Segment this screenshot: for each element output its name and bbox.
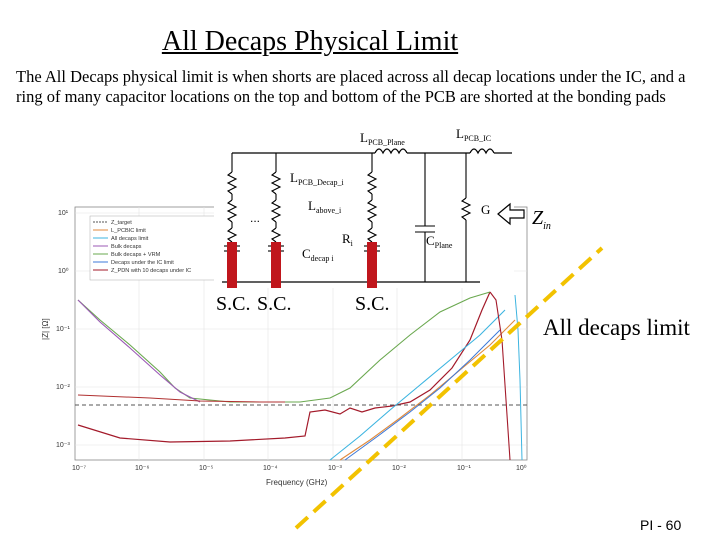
slide-title: All Decaps Physical Limit	[161, 26, 459, 57]
svg-text:10⁻¹: 10⁻¹	[56, 326, 70, 333]
y-tick-labels: 10¹ 10⁰ 10⁻¹ 10⁻² 10⁻³	[56, 210, 70, 449]
legend-item: Bulk decaps + VRM	[111, 252, 161, 258]
ellipsis: ...	[250, 211, 260, 225]
bulk-curve	[77, 291, 491, 403]
svg-text:LPCB_IC: LPCB_IC	[456, 126, 491, 143]
svg-text:Labove_i: Labove_i	[308, 198, 342, 215]
legend-item: Decaps under the IC limit	[111, 260, 174, 266]
svg-text:10⁻¹: 10⁻¹	[457, 465, 471, 472]
svg-text:10⁻⁷: 10⁻⁷	[72, 465, 86, 472]
short-circuit-bars	[227, 242, 377, 288]
legend-item: Bulk decaps	[111, 244, 142, 250]
under-ic-curve	[77, 394, 285, 403]
legend: Z_target L_PCBIC limit All decaps limit …	[89, 215, 221, 281]
all-decaps-limit-dashed-line	[294, 246, 604, 530]
bulk-decaps-curve	[77, 299, 201, 403]
svg-text:10⁻⁵: 10⁻⁵	[199, 465, 213, 472]
pdn-schematic: ... LPCB_Plane LPCB_IC LPCB_Decap_i Labo…	[214, 126, 551, 288]
slide-number: PI - 60	[640, 517, 682, 533]
short-circuit-label: S.C.	[355, 293, 390, 315]
svg-text:G: G	[481, 202, 490, 217]
short-circuit-label: S.C.	[216, 293, 251, 315]
svg-text:10⁻⁴: 10⁻⁴	[263, 465, 278, 472]
svg-text:Ri: Ri	[342, 231, 354, 248]
svg-text:LPCB_Decap_i: LPCB_Decap_i	[290, 170, 345, 187]
pcbic-limit-curve	[339, 319, 516, 461]
svg-text:10⁻²: 10⁻²	[392, 465, 406, 472]
svg-text:10⁻³: 10⁻³	[56, 442, 70, 449]
svg-text:10⁻⁶: 10⁻⁶	[135, 465, 149, 472]
zpdn-curve	[77, 291, 491, 443]
x-axis-label: Frequency (GHz)	[266, 478, 328, 487]
y-axis-label: |Z| [Ω]	[41, 318, 50, 340]
svg-text:10⁰: 10⁰	[516, 464, 527, 472]
all-decaps-limit-label: All decaps limit	[543, 315, 690, 340]
zin-arrow	[497, 202, 525, 226]
legend-item: Z_target	[111, 220, 132, 226]
inductor-l-pcb-plane	[374, 148, 408, 155]
all-decaps-curve	[329, 309, 506, 461]
legend-item: Z_PDN with 10 decaps under IC	[111, 268, 191, 274]
x-tick-labels: 10⁻⁷ 10⁻⁶ 10⁻⁵ 10⁻⁴ 10⁻³ 10⁻² 10⁻¹ 10⁰	[72, 464, 527, 472]
legend-item: All decaps limit	[111, 236, 149, 242]
svg-text:10⁻²: 10⁻²	[56, 384, 70, 391]
svg-text:Cdecap i: Cdecap i	[302, 246, 334, 263]
svg-text:10⁰: 10⁰	[58, 267, 69, 275]
schematic-labels: LPCB_Plane LPCB_IC LPCB_Decap_i Labove_i…	[290, 126, 551, 263]
short-circuit-label: S.C.	[257, 293, 292, 315]
svg-text:10¹: 10¹	[58, 210, 69, 217]
svg-text:LPCB_Plane: LPCB_Plane	[360, 130, 405, 147]
svg-text:Zin: Zin	[532, 207, 551, 232]
all-decaps-high-freq	[514, 294, 523, 461]
slide-body-text: The All Decaps physical limit is when sh…	[16, 67, 686, 106]
inductor-l-pcb-ic	[469, 148, 495, 155]
svg-text:10⁻³: 10⁻³	[328, 465, 342, 472]
under-ic-limit-curve	[344, 329, 501, 461]
svg-text:CPlane: CPlane	[426, 233, 453, 250]
legend-item: L_PCBIC limit	[111, 228, 146, 234]
